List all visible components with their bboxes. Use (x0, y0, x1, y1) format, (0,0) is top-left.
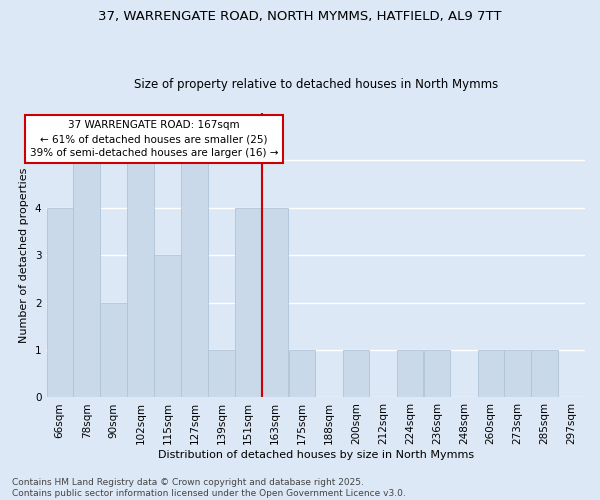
Bar (73, 160, 100, 398)
Bar (262, 208, 289, 398)
Bar (424, 350, 450, 398)
Text: 37, WARRENGATE ROAD, NORTH MYMMS, HATFIELD, AL9 7TT: 37, WARRENGATE ROAD, NORTH MYMMS, HATFIE… (98, 10, 502, 23)
Title: Size of property relative to detached houses in North Mymms: Size of property relative to detached ho… (133, 78, 498, 91)
Bar (208, 350, 235, 398)
Bar (532, 350, 558, 398)
Bar (235, 208, 262, 398)
Bar (100, 302, 127, 398)
Text: Contains HM Land Registry data © Crown copyright and database right 2025.
Contai: Contains HM Land Registry data © Crown c… (12, 478, 406, 498)
Bar (47, 208, 73, 398)
Bar (397, 350, 423, 398)
Bar (505, 350, 531, 398)
Y-axis label: Number of detached properties: Number of detached properties (19, 168, 29, 343)
X-axis label: Distribution of detached houses by size in North Mymms: Distribution of detached houses by size … (158, 450, 473, 460)
Bar (478, 350, 504, 398)
Text: 37 WARRENGATE ROAD: 167sqm
← 61% of detached houses are smaller (25)
39% of semi: 37 WARRENGATE ROAD: 167sqm ← 61% of deta… (30, 120, 278, 158)
Bar (154, 255, 181, 398)
Bar (181, 160, 208, 398)
Bar (289, 350, 316, 398)
Bar (127, 160, 154, 398)
Bar (343, 350, 369, 398)
